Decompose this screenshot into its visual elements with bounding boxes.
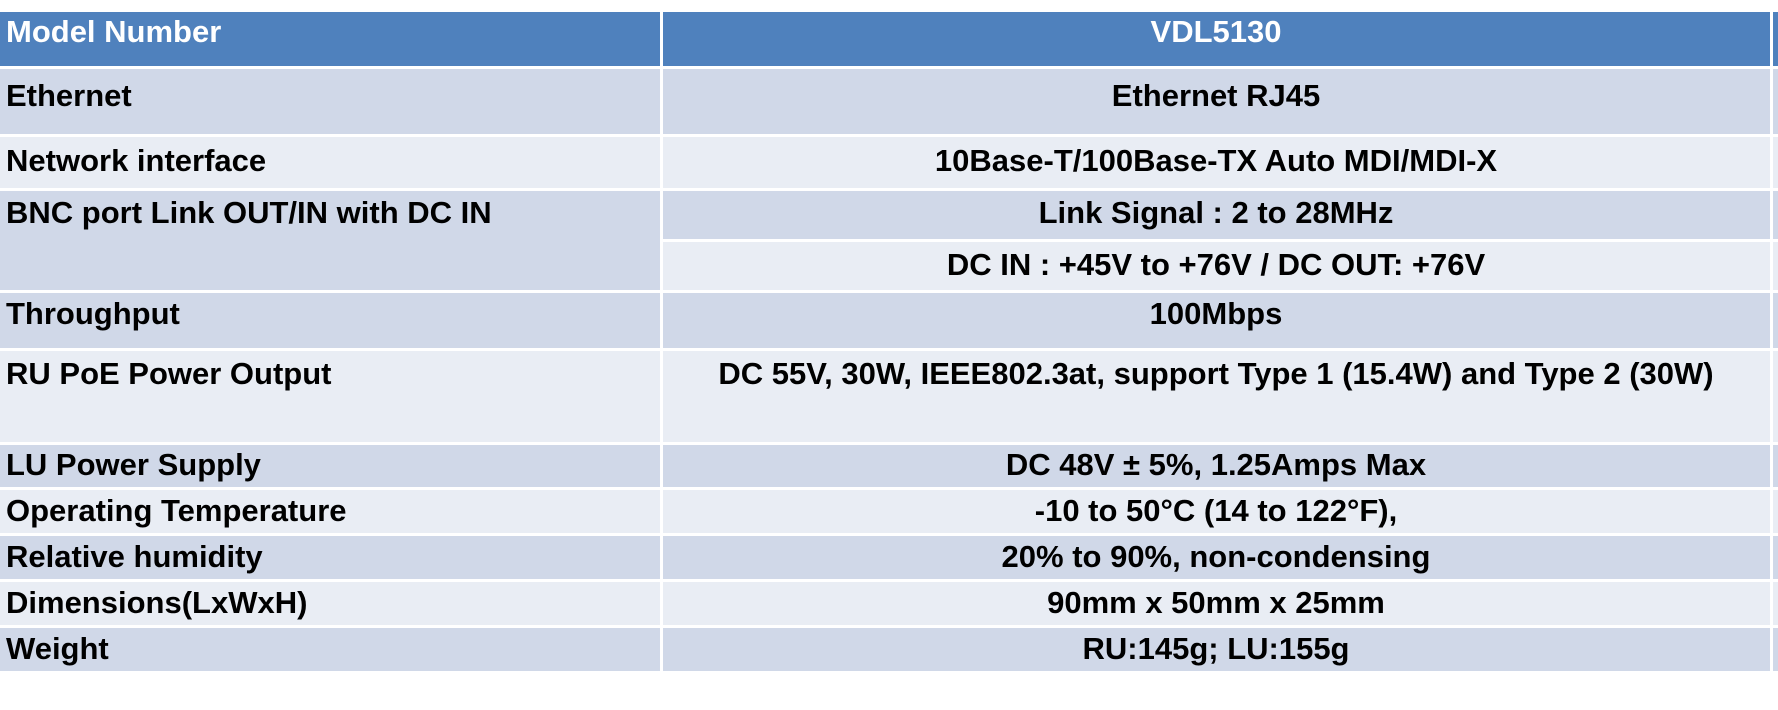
table-row: Throughput 100Mbps xyxy=(0,291,1778,351)
row-label: Relative humidity xyxy=(0,534,663,582)
row-value: Link Signal : 2 to 28MHz xyxy=(661,189,1773,242)
row-value: 10Base-T/100Base-TX Auto MDI/MDI-X xyxy=(661,135,1773,191)
header-value-cell: VDL5130 xyxy=(661,12,1773,69)
row-value: -10 to 50°C (14 to 122°F), xyxy=(661,488,1773,536)
table-edge xyxy=(1771,12,1778,69)
row-value: DC IN : +45V to +76V / DC OUT: +76V xyxy=(661,240,1773,293)
table-edge xyxy=(1771,534,1778,582)
row-value: DC 48V ± 5%, 1.25Amps Max xyxy=(661,443,1773,490)
table-row: DC IN : +45V to +76V / DC OUT: +76V xyxy=(0,240,1778,293)
table-row: Dimensions(LxWxH) 90mm x 50mm x 25mm xyxy=(0,580,1778,628)
table-edge xyxy=(1771,67,1778,137)
table-row: LU Power Supply DC 48V ± 5%, 1.25Amps Ma… xyxy=(0,443,1778,490)
table-edge xyxy=(1771,488,1778,536)
table-edge xyxy=(1771,443,1778,490)
row-value: DC 55V, 30W, IEEE802.3at, support Type 1… xyxy=(661,349,1773,445)
table-edge xyxy=(1771,291,1778,351)
table-header-row: Model Number VDL5130 xyxy=(0,12,1778,69)
table-edge xyxy=(1771,240,1778,293)
table-row: Relative humidity 20% to 90%, non-conden… xyxy=(0,534,1778,582)
row-label: Operating Temperature xyxy=(0,488,663,536)
table-row: Ethernet Ethernet RJ45 xyxy=(0,67,1778,137)
table-row: Operating Temperature -10 to 50°C (14 to… xyxy=(0,488,1778,536)
table-edge xyxy=(1771,189,1778,242)
row-value: Ethernet RJ45 xyxy=(661,67,1773,137)
row-label: Ethernet xyxy=(0,67,663,137)
row-value: RU:145g; LU:155g xyxy=(661,626,1773,674)
table-edge xyxy=(1771,580,1778,628)
spec-table: Model Number VDL5130 Ethernet Ethernet R… xyxy=(0,12,1778,674)
table-edge xyxy=(1771,626,1778,674)
table-edge xyxy=(1771,135,1778,191)
row-label: RU PoE Power Output xyxy=(0,349,663,445)
table-row: RU PoE Power Output DC 55V, 30W, IEEE802… xyxy=(0,349,1778,445)
table-edge xyxy=(1771,349,1778,445)
row-label: Weight xyxy=(0,626,663,674)
row-label: Dimensions(LxWxH) xyxy=(0,580,663,628)
header-label-cell: Model Number xyxy=(0,12,663,69)
row-value: 20% to 90%, non-condensing xyxy=(661,534,1773,582)
row-value: 100Mbps xyxy=(661,291,1773,351)
row-label: LU Power Supply xyxy=(0,443,663,490)
row-label: Network interface xyxy=(0,135,663,191)
row-label: BNC port Link OUT/IN with DC IN xyxy=(0,189,663,293)
table-row: BNC port Link OUT/IN with DC IN Link Sig… xyxy=(0,189,1778,293)
table-row: Network interface 10Base-T/100Base-TX Au… xyxy=(0,135,1778,191)
row-value: 90mm x 50mm x 25mm xyxy=(661,580,1773,628)
table-row: Weight RU:145g; LU:155g xyxy=(0,626,1778,674)
row-label: Throughput xyxy=(0,291,663,351)
